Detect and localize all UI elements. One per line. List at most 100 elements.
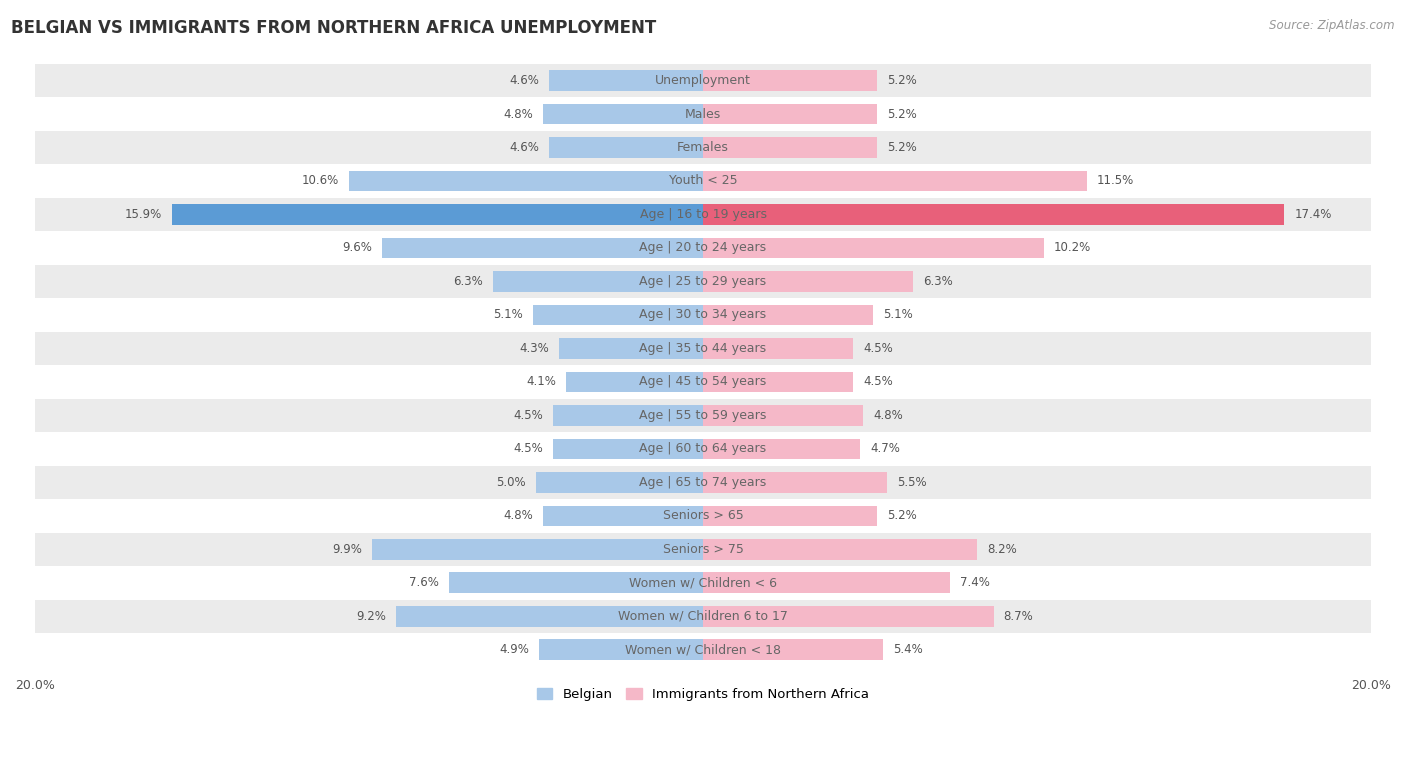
Bar <box>543 104 703 124</box>
Text: 4.9%: 4.9% <box>499 643 529 656</box>
Bar <box>172 204 703 225</box>
Bar <box>703 372 853 392</box>
Bar <box>35 298 1371 332</box>
Text: Women w/ Children < 6: Women w/ Children < 6 <box>628 576 778 590</box>
Text: 15.9%: 15.9% <box>125 208 162 221</box>
Bar <box>550 70 703 91</box>
Bar <box>35 466 1371 499</box>
Text: 5.2%: 5.2% <box>887 509 917 522</box>
Text: Age | 45 to 54 years: Age | 45 to 54 years <box>640 375 766 388</box>
Bar <box>703 438 860 459</box>
Text: 7.4%: 7.4% <box>960 576 990 590</box>
Text: 4.7%: 4.7% <box>870 442 900 456</box>
Text: Age | 20 to 24 years: Age | 20 to 24 years <box>640 241 766 254</box>
Bar <box>373 539 703 559</box>
Bar <box>703 304 873 326</box>
Text: 4.5%: 4.5% <box>513 442 543 456</box>
Bar <box>35 432 1371 466</box>
Text: Women w/ Children 6 to 17: Women w/ Children 6 to 17 <box>619 610 787 623</box>
Bar <box>492 271 703 292</box>
Bar <box>553 405 703 425</box>
Bar <box>703 204 1284 225</box>
Text: 10.6%: 10.6% <box>302 174 339 188</box>
Text: 4.5%: 4.5% <box>513 409 543 422</box>
Bar <box>382 238 703 258</box>
Bar <box>703 338 853 359</box>
Bar <box>703 572 950 593</box>
Text: 5.2%: 5.2% <box>887 107 917 120</box>
Bar <box>553 438 703 459</box>
Bar <box>567 372 703 392</box>
Text: Age | 55 to 59 years: Age | 55 to 59 years <box>640 409 766 422</box>
Bar <box>35 399 1371 432</box>
Text: 9.2%: 9.2% <box>356 610 385 623</box>
Text: 5.0%: 5.0% <box>496 476 526 489</box>
Bar <box>703 271 914 292</box>
Bar <box>703 640 883 660</box>
Bar <box>35 600 1371 633</box>
Bar <box>536 472 703 493</box>
Bar <box>703 137 877 158</box>
Text: Age | 25 to 29 years: Age | 25 to 29 years <box>640 275 766 288</box>
Text: Seniors > 75: Seniors > 75 <box>662 543 744 556</box>
Bar <box>543 506 703 526</box>
Bar <box>703 606 994 627</box>
Text: 4.8%: 4.8% <box>503 509 533 522</box>
Text: 5.2%: 5.2% <box>887 141 917 154</box>
Text: Age | 16 to 19 years: Age | 16 to 19 years <box>640 208 766 221</box>
Bar <box>703 104 877 124</box>
Text: 11.5%: 11.5% <box>1097 174 1135 188</box>
Text: 4.1%: 4.1% <box>526 375 555 388</box>
Text: 4.3%: 4.3% <box>520 342 550 355</box>
Bar <box>349 170 703 192</box>
Text: 10.2%: 10.2% <box>1053 241 1091 254</box>
Text: 4.8%: 4.8% <box>503 107 533 120</box>
Bar <box>35 64 1371 97</box>
Bar <box>703 70 877 91</box>
Text: 5.5%: 5.5% <box>897 476 927 489</box>
Text: 5.1%: 5.1% <box>883 308 912 322</box>
Text: Seniors > 65: Seniors > 65 <box>662 509 744 522</box>
Text: Source: ZipAtlas.com: Source: ZipAtlas.com <box>1270 19 1395 32</box>
Legend: Belgian, Immigrants from Northern Africa: Belgian, Immigrants from Northern Africa <box>531 682 875 706</box>
Text: 4.5%: 4.5% <box>863 342 893 355</box>
Text: 4.6%: 4.6% <box>509 74 540 87</box>
Text: Age | 60 to 64 years: Age | 60 to 64 years <box>640 442 766 456</box>
Bar <box>533 304 703 326</box>
Text: Women w/ Children < 18: Women w/ Children < 18 <box>626 643 780 656</box>
Bar <box>550 137 703 158</box>
Bar <box>35 533 1371 566</box>
Text: BELGIAN VS IMMIGRANTS FROM NORTHERN AFRICA UNEMPLOYMENT: BELGIAN VS IMMIGRANTS FROM NORTHERN AFRI… <box>11 19 657 37</box>
Bar <box>35 198 1371 231</box>
Text: 5.4%: 5.4% <box>893 643 924 656</box>
Bar <box>703 539 977 559</box>
Text: 8.7%: 8.7% <box>1004 610 1033 623</box>
Text: 4.6%: 4.6% <box>509 141 540 154</box>
Text: 6.3%: 6.3% <box>924 275 953 288</box>
Bar <box>35 633 1371 667</box>
Bar <box>35 131 1371 164</box>
Text: 5.2%: 5.2% <box>887 74 917 87</box>
Text: 6.3%: 6.3% <box>453 275 482 288</box>
Text: 17.4%: 17.4% <box>1295 208 1331 221</box>
Bar <box>449 572 703 593</box>
Bar <box>35 566 1371 600</box>
Text: 9.6%: 9.6% <box>343 241 373 254</box>
Text: Females: Females <box>678 141 728 154</box>
Bar <box>35 499 1371 533</box>
Bar <box>560 338 703 359</box>
Bar <box>395 606 703 627</box>
Text: 8.2%: 8.2% <box>987 543 1017 556</box>
Bar <box>35 265 1371 298</box>
Text: Unemployment: Unemployment <box>655 74 751 87</box>
Text: 7.6%: 7.6% <box>409 576 439 590</box>
Text: Youth < 25: Youth < 25 <box>669 174 737 188</box>
Bar <box>35 164 1371 198</box>
Bar <box>703 506 877 526</box>
Bar <box>35 332 1371 365</box>
Text: 9.9%: 9.9% <box>332 543 363 556</box>
Bar <box>703 170 1087 192</box>
Text: Age | 65 to 74 years: Age | 65 to 74 years <box>640 476 766 489</box>
Bar <box>540 640 703 660</box>
Bar <box>35 365 1371 399</box>
